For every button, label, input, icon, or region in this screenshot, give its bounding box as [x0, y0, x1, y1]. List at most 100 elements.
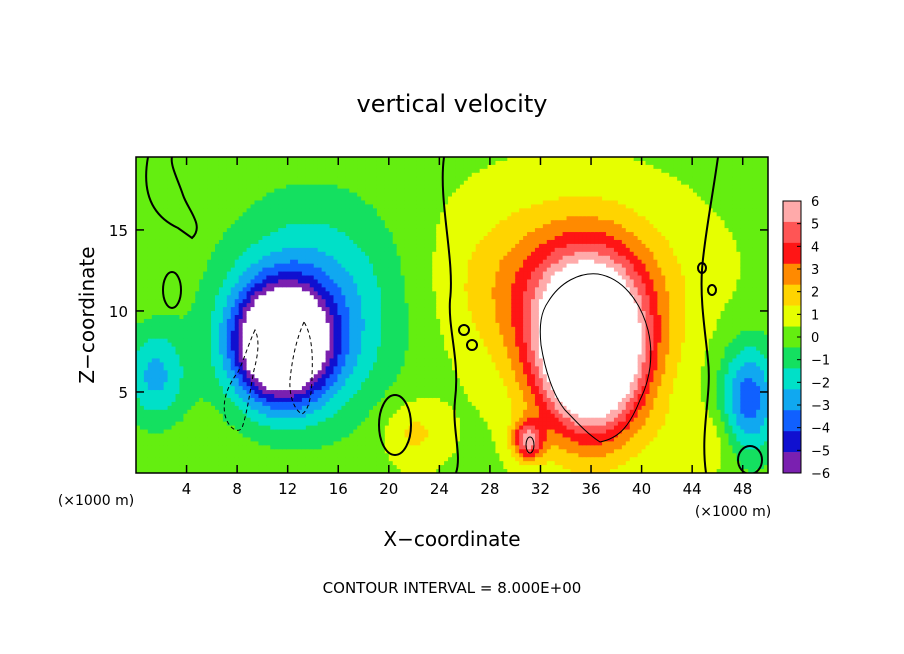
field-cell	[230, 243, 236, 249]
field-cell	[175, 386, 181, 391]
field-cell	[325, 437, 331, 442]
field-cell	[313, 409, 319, 415]
field-cell	[139, 346, 145, 352]
field-cell	[203, 176, 208, 182]
field-cell	[258, 405, 263, 411]
field-cell	[159, 295, 165, 300]
field-cell	[187, 382, 192, 387]
field-cell	[278, 311, 283, 316]
field-cell	[207, 330, 212, 336]
field-cell	[226, 307, 232, 312]
field-cell	[262, 200, 267, 205]
field-cell	[218, 307, 224, 312]
field-cell	[290, 228, 295, 233]
field-cell	[207, 429, 212, 435]
field-cell	[187, 307, 192, 312]
field-cell	[345, 271, 350, 277]
field-cell	[195, 417, 200, 423]
field-cell	[203, 465, 208, 470]
field-cell	[242, 263, 248, 269]
field-cell	[222, 243, 228, 249]
field-cell	[159, 358, 165, 363]
field-cell	[143, 437, 149, 442]
field-cell	[151, 346, 157, 352]
field-cell	[191, 318, 196, 324]
field-cell	[258, 346, 263, 352]
field-cell	[337, 433, 342, 439]
field-cell	[191, 370, 196, 375]
field-cell	[278, 236, 283, 241]
field-cell	[297, 224, 303, 229]
field-cell	[301, 232, 307, 237]
field-cell	[159, 168, 165, 174]
field-cell	[207, 382, 212, 387]
field-cell	[357, 287, 362, 292]
field-cell	[246, 212, 252, 217]
field-cell	[250, 192, 256, 198]
field-cell	[242, 279, 248, 284]
field-cell	[226, 228, 232, 233]
field-cell	[139, 157, 145, 162]
field-cell	[211, 232, 216, 237]
field-cell	[313, 204, 319, 209]
field-cell	[349, 362, 354, 367]
field-cell	[357, 449, 362, 454]
field-cell	[365, 239, 370, 245]
field-cell	[175, 295, 181, 300]
field-cell	[321, 220, 327, 225]
field-cell	[234, 287, 240, 292]
field-cell	[301, 386, 307, 391]
field-cell	[222, 370, 228, 375]
field-cell	[179, 370, 184, 375]
field-cell	[341, 239, 346, 245]
field-cell	[274, 243, 279, 249]
field-cell	[222, 192, 228, 198]
field-cell	[222, 172, 228, 178]
field-cell	[195, 429, 200, 435]
field-cell	[373, 200, 378, 205]
field-cell	[183, 338, 188, 344]
field-cell	[159, 350, 165, 356]
field-cell	[195, 287, 200, 292]
field-cell	[203, 232, 208, 237]
field-cell	[357, 394, 362, 399]
field-cell	[218, 184, 224, 190]
field-cell	[365, 204, 370, 209]
field-cell	[309, 208, 315, 213]
field-cell	[376, 232, 382, 237]
field-cell	[309, 168, 315, 174]
field-cell	[226, 287, 232, 292]
field-cell	[246, 461, 252, 466]
field-cell	[266, 192, 271, 198]
field-cell	[183, 228, 188, 233]
field-cell	[195, 271, 200, 277]
field-cell	[195, 465, 200, 470]
field-cell	[159, 409, 165, 415]
field-cell	[361, 449, 366, 454]
field-cell	[258, 192, 263, 198]
field-cell	[373, 303, 378, 308]
field-cell	[218, 243, 224, 249]
field-cell	[167, 338, 173, 344]
field-cell	[337, 397, 342, 403]
field-cell	[246, 204, 252, 209]
field-cell	[246, 200, 252, 205]
field-cell	[179, 421, 184, 427]
field-cell	[325, 307, 331, 312]
field-cell	[258, 255, 263, 261]
field-cell	[258, 378, 263, 383]
field-cell	[349, 184, 354, 190]
field-cell	[254, 417, 260, 423]
field-cell	[333, 180, 339, 186]
field-cell	[376, 259, 382, 265]
field-cell	[313, 267, 319, 273]
field-cell	[254, 338, 260, 344]
field-cell	[262, 307, 267, 312]
field-cell	[199, 283, 204, 288]
field-cell	[258, 453, 263, 458]
field-cell	[274, 267, 279, 273]
field-cell	[286, 358, 291, 363]
field-cell	[175, 405, 181, 411]
field-cell	[207, 401, 212, 407]
field-cell	[357, 469, 362, 473]
